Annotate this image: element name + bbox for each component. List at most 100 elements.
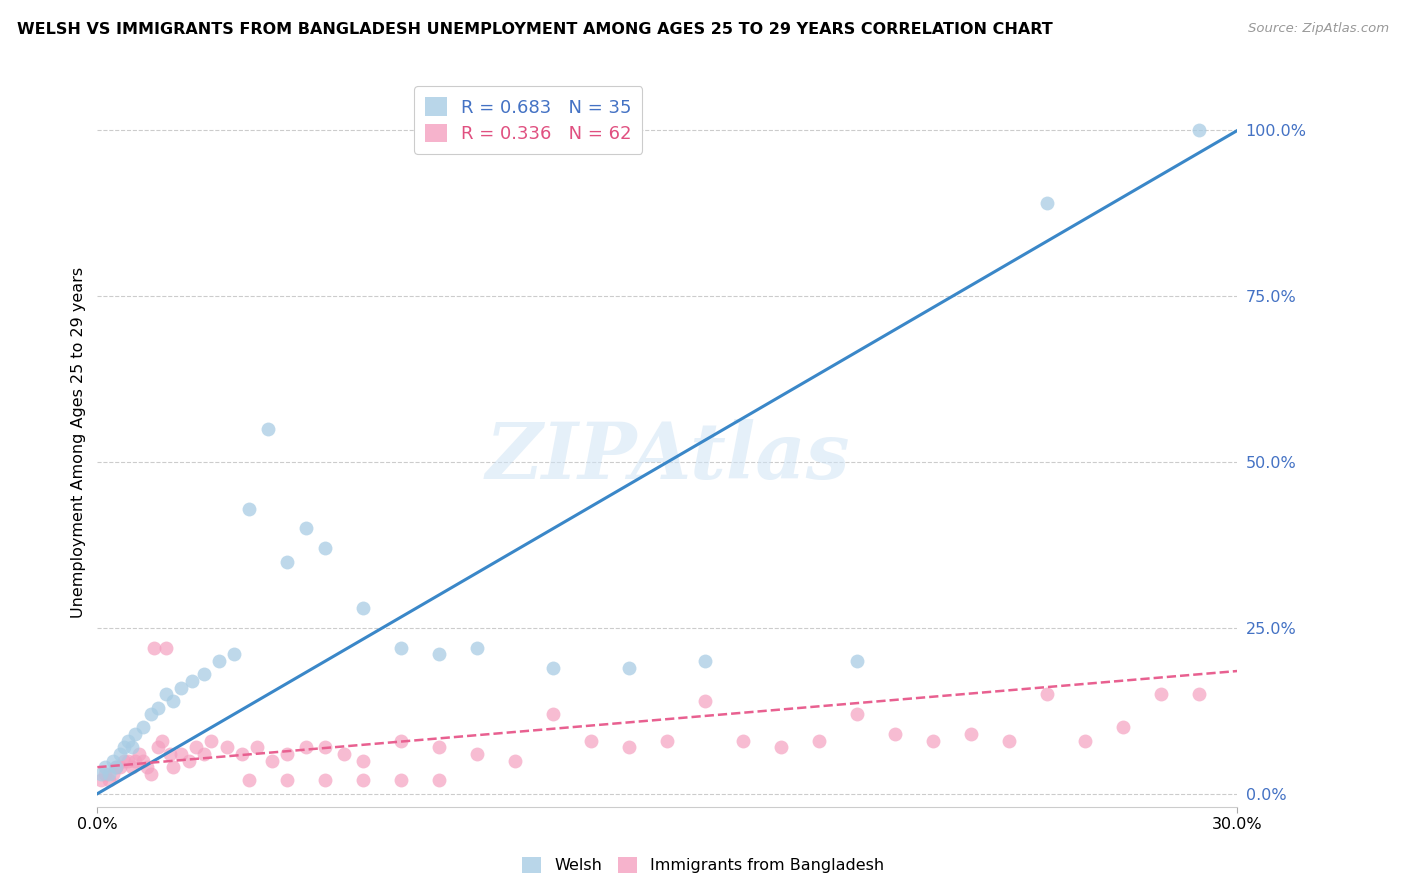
Point [170,681,193,695]
Point [619,740,641,755]
Point [808,733,831,747]
Point [276,555,298,569]
Point [770,740,793,755]
Point [224,648,246,662]
Point [170,747,193,761]
Point [200,733,222,747]
Point [465,640,488,655]
Point [155,687,177,701]
Point [193,667,215,681]
Point [105,760,128,774]
Point [1074,733,1097,747]
Point [128,747,150,761]
Point [135,760,157,774]
Point [132,754,155,768]
Point [90,767,112,781]
Legend: R = 0.683   N = 35, R = 0.336   N = 62: R = 0.683 N = 35, R = 0.336 N = 62 [415,87,643,154]
Point [121,740,143,755]
Point [295,521,318,535]
Point [94,767,117,781]
Legend: Welsh, Immigrants from Bangladesh: Welsh, Immigrants from Bangladesh [516,850,890,880]
Point [427,740,450,755]
Point [276,773,298,788]
Point [352,754,374,768]
Point [121,760,143,774]
Point [505,754,527,768]
Point [884,727,907,741]
Point [846,707,869,722]
Point [90,773,112,788]
Point [733,733,755,747]
Point [427,648,450,662]
Point [108,747,131,761]
Point [112,740,135,755]
Point [1036,687,1059,701]
Point [238,501,260,516]
Point [427,773,450,788]
Point [1188,123,1211,137]
Point [94,760,117,774]
Point [101,754,124,768]
Point [695,694,717,708]
Point [1150,687,1173,701]
Point [960,727,983,741]
Point [101,767,124,781]
Point [177,754,200,768]
Point [257,422,280,436]
Point [146,740,169,755]
Point [124,727,146,741]
Point [581,733,603,747]
Point [215,740,238,755]
Point [146,700,169,714]
Point [262,754,284,768]
Point [181,673,204,688]
Point [112,754,135,768]
Point [97,767,120,781]
Point [132,720,155,734]
Point [1112,720,1135,734]
Text: WELSH VS IMMIGRANTS FROM BANGLADESH UNEMPLOYMENT AMONG AGES 25 TO 29 YEARS CORRE: WELSH VS IMMIGRANTS FROM BANGLADESH UNEM… [17,22,1053,37]
Point [186,740,208,755]
Point [97,773,120,788]
Point [314,740,336,755]
Point [143,640,166,655]
Point [193,747,215,761]
Y-axis label: Unemployment Among Ages 25 to 29 years: Unemployment Among Ages 25 to 29 years [72,267,86,618]
Point [314,773,336,788]
Point [1036,196,1059,211]
Point [352,773,374,788]
Point [162,694,184,708]
Point [846,654,869,668]
Point [619,661,641,675]
Point [159,747,181,761]
Point [314,541,336,556]
Point [117,733,139,747]
Point [276,747,298,761]
Point [352,601,374,615]
Point [139,767,162,781]
Point [389,733,412,747]
Point [155,640,177,655]
Point [238,773,260,788]
Point [150,733,173,747]
Point [543,661,565,675]
Point [333,747,356,761]
Point [998,733,1021,747]
Point [922,733,945,747]
Point [465,747,488,761]
Point [246,740,269,755]
Point [139,707,162,722]
Point [108,760,131,774]
Point [231,747,253,761]
Text: ZIPAtlas: ZIPAtlas [485,418,849,495]
Point [105,760,128,774]
Point [389,773,412,788]
Point [1188,687,1211,701]
Point [124,754,146,768]
Point [208,654,231,668]
Point [695,654,717,668]
Point [657,733,679,747]
Point [295,740,318,755]
Point [543,707,565,722]
Point [117,754,139,768]
